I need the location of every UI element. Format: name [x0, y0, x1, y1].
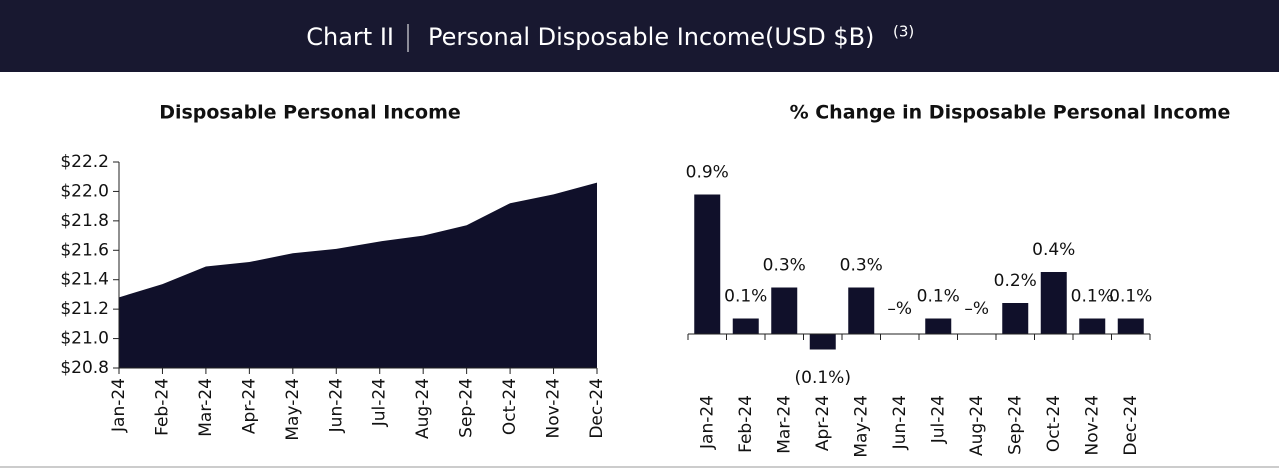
x-tick-label: Apr-24: [813, 395, 833, 451]
x-tick-label: Apr-24: [239, 378, 259, 434]
x-tick-label: Feb-24: [736, 395, 756, 453]
x-tick-label: Jul-24: [928, 395, 948, 444]
y-tick-label: $21.2: [60, 299, 109, 319]
y-tick-label: $21.4: [60, 270, 109, 290]
x-tick-label: Mar-24: [774, 395, 794, 454]
y-tick-label: $20.8: [60, 358, 109, 378]
x-tick-label: Jun-24: [326, 378, 346, 433]
bar: [1002, 303, 1029, 334]
value-label: 0.1%: [1071, 287, 1114, 307]
x-tick-label: Jul-24: [370, 378, 390, 427]
bar: [1117, 318, 1144, 334]
header-label: Chart II: [306, 23, 394, 51]
x-tick-label: Jun-24: [890, 395, 910, 450]
x-tick-label: Oct-24: [1044, 395, 1064, 452]
bar: [1040, 272, 1067, 334]
area: [119, 182, 597, 368]
value-label: 0.1%: [1109, 287, 1152, 307]
value-label: (0.1%): [795, 368, 851, 388]
chart-title: % Change in Disposable Personal Income: [790, 102, 1231, 124]
bar: [694, 194, 721, 334]
header-title: Personal Disposable Income(USD $B): [428, 23, 874, 51]
x-tick-label: May-24: [851, 395, 871, 458]
x-tick-label: May-24: [283, 378, 303, 441]
chart-title: Disposable Personal Income: [159, 102, 461, 124]
value-label: 0.3%: [840, 256, 883, 276]
x-tick-label: Aug-24: [413, 378, 433, 439]
y-tick-label: $21.6: [60, 240, 109, 260]
x-tick-label: Aug-24: [967, 395, 987, 456]
x-tick-label: Jan-24: [697, 395, 717, 450]
bar: [1079, 318, 1106, 334]
x-tick-label: Feb-24: [152, 378, 172, 436]
x-tick-label: Nov-24: [1082, 395, 1102, 456]
x-tick-label: Dec-24: [587, 378, 607, 439]
value-label: 0.9%: [686, 163, 729, 183]
header-bar: [0, 0, 1279, 72]
y-tick-label: $22.0: [60, 181, 109, 201]
x-tick-label: Dec-24: [1121, 395, 1141, 456]
x-tick-label: Sep-24: [1005, 395, 1025, 455]
y-tick-label: $21.0: [60, 329, 109, 349]
x-tick-label: Sep-24: [457, 378, 477, 438]
value-label: –%: [887, 299, 912, 319]
bar: [771, 287, 798, 334]
bar: [848, 287, 875, 334]
value-label: –%: [964, 299, 989, 319]
value-label: 0.1%: [917, 287, 960, 307]
x-tick-label: Nov-24: [544, 378, 564, 439]
value-label: 0.2%: [994, 271, 1037, 291]
bar: [732, 318, 759, 334]
x-tick-label: Jan-24: [109, 378, 129, 433]
x-tick-label: Mar-24: [196, 378, 216, 437]
y-tick-label: $21.8: [60, 211, 109, 231]
x-tick-label: Oct-24: [500, 378, 520, 435]
bar: [925, 318, 952, 334]
value-label: 0.4%: [1032, 240, 1075, 260]
y-tick-label: $22.2: [60, 152, 109, 172]
value-label: 0.3%: [763, 256, 806, 276]
header-note: (3): [893, 23, 914, 41]
bar: [809, 334, 836, 350]
value-label: 0.1%: [724, 287, 767, 307]
